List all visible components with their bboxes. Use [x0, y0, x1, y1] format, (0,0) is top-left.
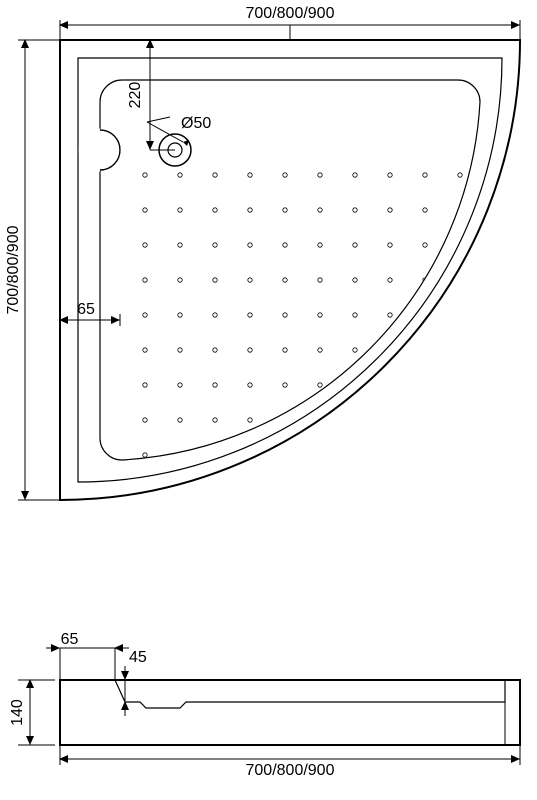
dim-140-label: 140	[9, 699, 26, 726]
tray-rim	[78, 58, 502, 482]
dim-220-label: 220	[127, 82, 144, 109]
section-outline	[60, 680, 520, 745]
tray-floor	[100, 80, 480, 460]
dim-plan-height-label: 700/800/900	[5, 225, 22, 314]
dim-sec-45-label: 45	[129, 649, 147, 666]
dim-plan-width-label: 700/800/900	[246, 5, 335, 22]
dim-sec-width-label: 700/800/900	[246, 762, 335, 779]
dim-sec-65-label: 65	[61, 631, 79, 648]
section-profile	[60, 680, 505, 708]
dim-dia-label: Ø50	[181, 115, 211, 132]
dim-65-label: 65	[77, 301, 95, 318]
drain-notch	[100, 130, 120, 170]
